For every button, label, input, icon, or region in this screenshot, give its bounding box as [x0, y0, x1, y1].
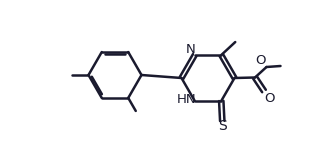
Text: O: O [264, 92, 275, 105]
Text: S: S [218, 119, 227, 134]
Text: N: N [186, 43, 196, 56]
Text: O: O [256, 54, 266, 66]
Text: HN: HN [176, 93, 196, 106]
